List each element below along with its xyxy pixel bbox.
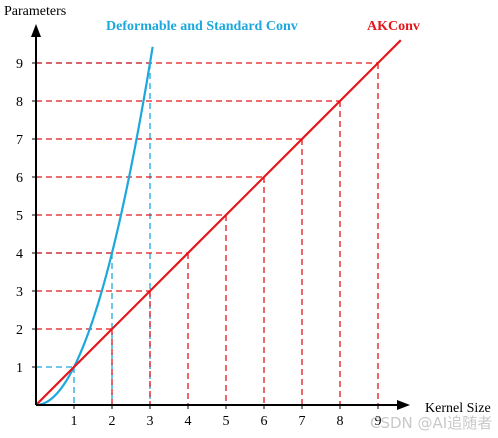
y-tick-label-5: 5 <box>16 209 23 224</box>
watermark: CSDN @AI追随者 <box>370 414 492 432</box>
y-tick-label-6: 6 <box>16 171 23 186</box>
x-tick-label-6: 6 <box>261 414 268 429</box>
y-tick-label-2: 2 <box>16 323 23 338</box>
x-tick-label-4: 4 <box>185 414 192 429</box>
x-axis-label: Kernel Size <box>425 401 491 416</box>
x-tick-label-1: 1 <box>71 414 78 429</box>
series-label-akconv: AKConv <box>367 19 420 34</box>
series-line-deformable-standard-conv <box>35 46 154 407</box>
y-tick-label-4: 4 <box>16 247 23 262</box>
series-label-deformable-standard-conv: Deformable and Standard Conv <box>106 19 298 34</box>
x-tick-label-8: 8 <box>337 414 344 429</box>
x-tick-label-3: 3 <box>147 414 154 429</box>
y-tick-label-1: 1 <box>16 361 23 376</box>
y-tick-label-3: 3 <box>16 285 23 300</box>
y-axis-label: Parameters <box>4 4 66 19</box>
x-tick-label-9: 9 <box>375 414 382 429</box>
y-tick-label-9: 9 <box>16 57 23 72</box>
axes <box>31 24 410 410</box>
x-tick-label-7: 7 <box>299 414 306 429</box>
y-tick-label-7: 7 <box>16 133 23 148</box>
x-tick-label-2: 2 <box>109 414 116 429</box>
series-lines <box>35 39 402 407</box>
tick-labels: 1 2 3 4 5 6 7 8 9 1 2 3 4 5 6 7 8 9 <box>16 57 382 429</box>
x-tick-label-5: 5 <box>223 414 230 429</box>
series-line-akconv <box>35 39 402 406</box>
y-axis-arrow <box>31 24 41 37</box>
y-tick-label-8: 8 <box>16 95 23 110</box>
x-axis-arrow <box>397 400 410 410</box>
